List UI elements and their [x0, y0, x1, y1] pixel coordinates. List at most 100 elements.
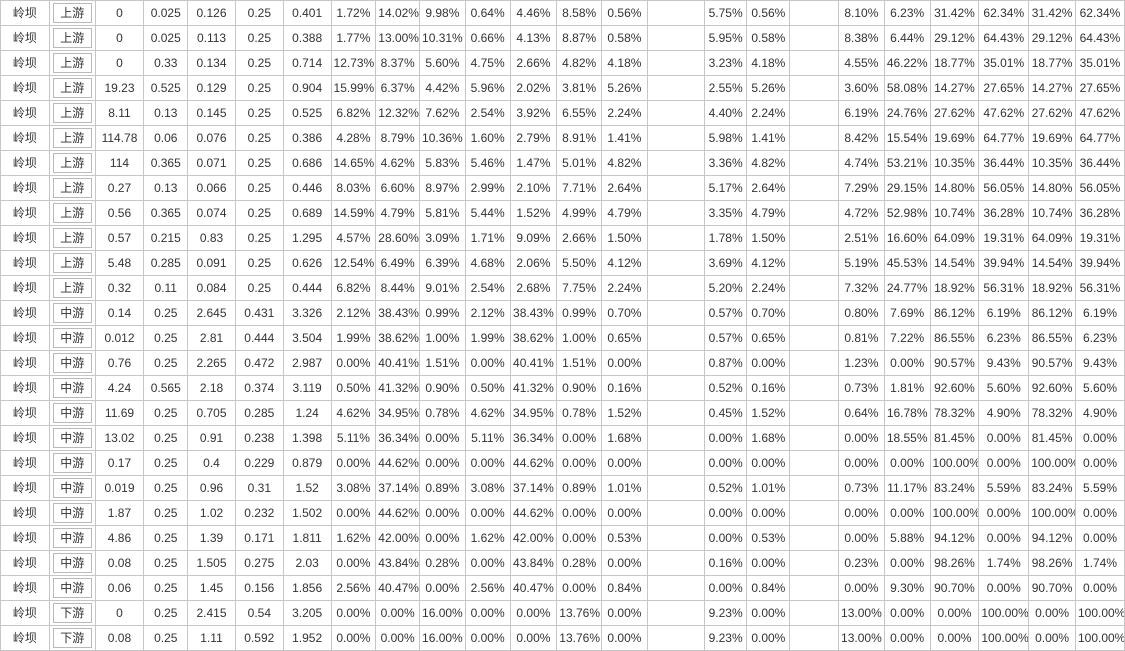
- table-cell: 0.592: [234, 625, 284, 651]
- table-cell: 中游: [48, 425, 96, 451]
- table-row: 岭坝 中游 4.24 0.565 2.18 0.374 3.119 0.50% 41.32% 0.…: [0, 375, 1125, 401]
- table-cell: 56.31%: [978, 275, 1030, 301]
- table-cell: 34.95%: [509, 400, 558, 426]
- table-cell: 0.06: [94, 575, 145, 601]
- table-cell: 90.57%: [929, 350, 980, 376]
- table-cell: 0.00%: [556, 425, 603, 451]
- table-cell: 0.525: [143, 75, 189, 101]
- table-cell: 0.16%: [746, 375, 791, 401]
- table-cell: 0.00%: [1028, 625, 1076, 651]
- table-row: 岭坝 中游 0.17 0.25 0.4 0.229 0.879 0.00% 44.62% 0.00…: [0, 450, 1125, 476]
- table-cell: 岭坝: [0, 350, 50, 376]
- table-cell: 2.12%: [464, 300, 511, 326]
- table-cell: 2.12%: [330, 300, 377, 326]
- table-cell: 0.00%: [330, 600, 377, 626]
- table-cell: [646, 300, 705, 326]
- table-row: 岭坝 上游 5.48 0.285 0.091 0.25 0.626 12.54% 6.49% 6.…: [0, 250, 1125, 276]
- table-cell: 24.76%: [883, 100, 931, 126]
- table-cell: 1.45: [187, 575, 236, 601]
- table-cell: 0.99%: [419, 300, 466, 326]
- table-cell: 19.31%: [978, 225, 1030, 251]
- table-cell: 3.36%: [703, 150, 748, 176]
- table-cell: [789, 550, 840, 576]
- table-cell: 0.00%: [1074, 575, 1125, 601]
- table-cell: 0.90%: [419, 375, 466, 401]
- table-cell: 0.446: [282, 175, 332, 201]
- table-cell: 1.00%: [419, 325, 466, 351]
- table-cell: 岭坝: [0, 150, 50, 176]
- table-cell: 47.62%: [1074, 100, 1125, 126]
- table-cell: 4.62%: [375, 150, 420, 176]
- table-cell: 9.43%: [978, 350, 1030, 376]
- table-cell: 0.401: [282, 0, 332, 26]
- table-cell: 0.00%: [464, 550, 511, 576]
- table-cell: 10.74%: [929, 200, 980, 226]
- table-cell: 0.25: [234, 125, 284, 151]
- table-cell: 0.388: [282, 25, 332, 51]
- table-cell: 岭坝: [0, 625, 50, 651]
- table-cell: 16.60%: [883, 225, 931, 251]
- table-cell: 0.00%: [838, 500, 885, 526]
- table-cell: 岭坝: [0, 600, 50, 626]
- table-cell: 4.74%: [838, 150, 885, 176]
- table-cell: 3.69%: [703, 250, 748, 276]
- table-cell: [789, 450, 840, 476]
- table-cell: 2.55%: [703, 75, 748, 101]
- table-cell: 8.38%: [838, 25, 885, 51]
- table-cell: 0.00%: [703, 575, 748, 601]
- table-cell: 9.09%: [509, 225, 558, 251]
- table-cell: 0.57: [94, 225, 145, 251]
- table-cell: [646, 75, 705, 101]
- table-cell: 2.10%: [509, 175, 558, 201]
- table-cell: 0.57%: [703, 325, 748, 351]
- table-cell: 0.00%: [703, 525, 748, 551]
- table-cell: 19.23: [94, 75, 145, 101]
- table-cell: 1.41%: [601, 125, 648, 151]
- table-cell: 岭坝: [0, 225, 50, 251]
- table-cell: 18.77%: [929, 50, 980, 76]
- table-cell: 1.24: [282, 400, 332, 426]
- table-cell: 0.215: [143, 225, 189, 251]
- table-cell: 5.83%: [419, 150, 466, 176]
- table-cell: 0.66%: [464, 25, 511, 51]
- table-cell: 14.65%: [330, 150, 377, 176]
- table-cell: 4.40%: [703, 100, 748, 126]
- segment-cell: 上游: [52, 128, 92, 148]
- table-cell: 2.645: [187, 300, 236, 326]
- table-cell: 0.00%: [703, 450, 748, 476]
- table-cell: 1.81%: [883, 375, 931, 401]
- table-cell: 3.81%: [556, 75, 603, 101]
- table-cell: 0.091: [187, 250, 236, 276]
- table-cell: 2.18: [187, 375, 236, 401]
- table-cell: 7.62%: [419, 100, 466, 126]
- table-cell: 0.16%: [601, 375, 648, 401]
- table-cell: 27.62%: [1028, 100, 1076, 126]
- table-cell: 0.00%: [883, 600, 931, 626]
- table-cell: 2.56%: [330, 575, 377, 601]
- table-cell: 0.78%: [556, 400, 603, 426]
- table-cell: 0.25: [143, 525, 189, 551]
- segment-cell: 中游: [52, 403, 92, 423]
- table-cell: 上游: [48, 25, 96, 51]
- table-cell: [789, 25, 840, 51]
- table-cell: 83.24%: [929, 475, 980, 501]
- table-cell: 0.90%: [556, 375, 603, 401]
- table-cell: 27.65%: [978, 75, 1030, 101]
- table-cell: 90.70%: [1028, 575, 1076, 601]
- table-cell: 90.57%: [1028, 350, 1076, 376]
- table-cell: 0.00%: [464, 450, 511, 476]
- table-cell: 14.80%: [1028, 175, 1076, 201]
- table-cell: [789, 525, 840, 551]
- table-cell: 0.00%: [746, 350, 791, 376]
- table-cell: 0.00%: [419, 525, 466, 551]
- table-cell: 5.11%: [330, 425, 377, 451]
- segment-cell: 上游: [52, 78, 92, 98]
- table-cell: 8.44%: [375, 275, 420, 301]
- table-cell: 0.00%: [419, 450, 466, 476]
- table-cell: 38.62%: [509, 325, 558, 351]
- table-cell: 1.99%: [330, 325, 377, 351]
- table-cell: 0.00%: [883, 350, 931, 376]
- table-cell: 4.12%: [601, 250, 648, 276]
- table-cell: 38.43%: [375, 300, 420, 326]
